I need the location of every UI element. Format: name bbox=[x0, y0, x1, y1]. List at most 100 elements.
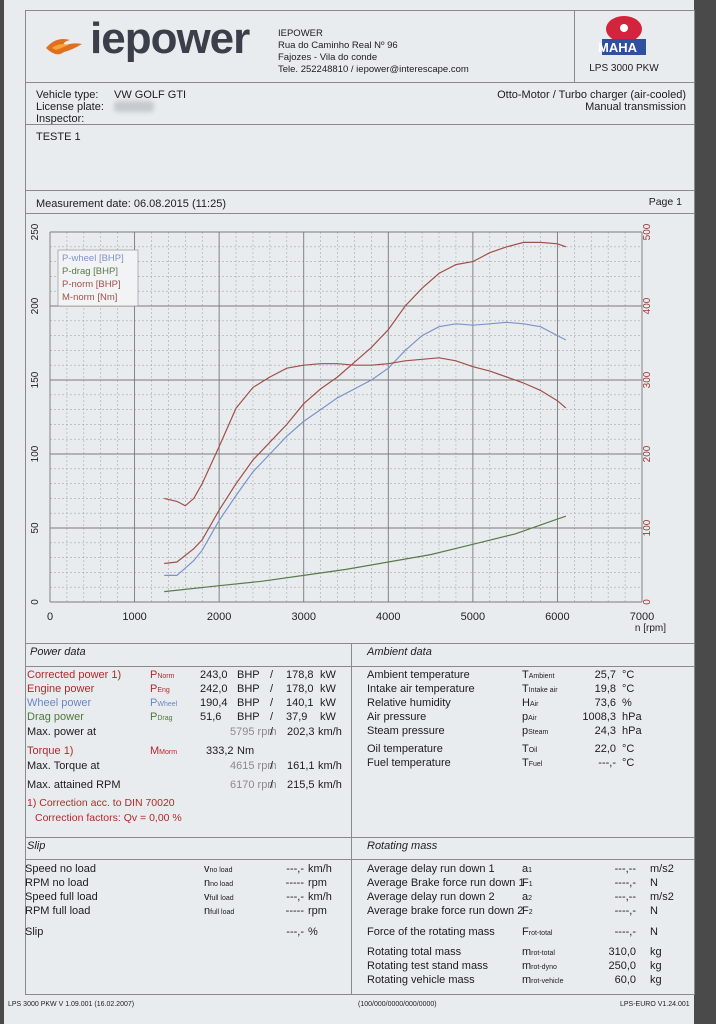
ambient-row-label: Intake air temperature bbox=[367, 683, 475, 695]
symbol: HAir bbox=[522, 697, 539, 709]
symbol-letter: P bbox=[150, 683, 158, 695]
rotating-unit: kg bbox=[650, 974, 662, 986]
torque-label: Torque 1) bbox=[27, 745, 74, 757]
max-rpm: 6170 rpm bbox=[230, 779, 277, 791]
symbol: vfull load bbox=[204, 891, 234, 903]
rotating-value: ---,-- bbox=[614, 863, 636, 875]
symbol: PDrag bbox=[150, 711, 173, 723]
power-value-kw: 178,8 bbox=[286, 669, 314, 681]
slip-unit: % bbox=[308, 926, 318, 938]
report-frame bbox=[25, 10, 695, 995]
symbol-subscript: Norm bbox=[157, 673, 175, 680]
company-street: Rua do Caminho Real Nº 96 bbox=[278, 40, 398, 51]
x-tick-label: 0 bbox=[47, 611, 53, 623]
rotating-value: 60,0 bbox=[614, 974, 636, 986]
rotating-unit: m/s2 bbox=[650, 891, 674, 903]
symbol-subscript: rot-total bbox=[531, 950, 555, 957]
y-left-tick-label: 0 bbox=[30, 599, 41, 605]
max-rpm-speed: 215,5 bbox=[287, 779, 315, 791]
rotating-unit: m/s2 bbox=[650, 863, 674, 875]
vehicle-type-value: VW GOLF GTI bbox=[114, 89, 187, 101]
legend-entry: M-norm [Nm] bbox=[62, 292, 117, 303]
license-plate-blurred bbox=[114, 101, 154, 112]
rotating-row-label: Average brake force run down 2 bbox=[367, 905, 524, 917]
symbol-letter: a bbox=[522, 863, 529, 875]
transmission-type: Manual transmission bbox=[585, 101, 686, 113]
slash: / bbox=[270, 697, 274, 709]
company-name: IEPOWER bbox=[278, 28, 323, 39]
power-row-label: Wheel power bbox=[27, 697, 92, 709]
symbol-subscript: full load bbox=[210, 909, 235, 916]
power-unit-bhp: BHP bbox=[237, 683, 260, 695]
symbol-subscript: Air bbox=[529, 701, 539, 708]
power-unit-kw: kW bbox=[320, 697, 336, 709]
y-left-tick-label: 150 bbox=[30, 371, 41, 388]
symbol-subscript: Eng bbox=[157, 687, 170, 694]
ambient-value: 73,6 bbox=[594, 697, 616, 709]
rotating-unit: N bbox=[650, 905, 658, 917]
symbol-letter: p bbox=[522, 711, 529, 723]
rotating-row-label: Rotating vehicle mass bbox=[367, 974, 475, 986]
company-city: Fajozes - Vila do conde bbox=[278, 52, 378, 63]
ambient-value: 24,3 bbox=[594, 725, 616, 737]
power-row-label: Corrected power 1) bbox=[27, 669, 122, 681]
company-address: IEPOWER Rua do Caminho Real Nº 96 Fajoze… bbox=[278, 28, 469, 76]
symbol: nfull load bbox=[204, 905, 234, 917]
symbol-subscript: full load bbox=[209, 895, 234, 902]
symbol-letter: m bbox=[522, 974, 532, 986]
ambient-row-label: Relative humidity bbox=[367, 697, 451, 709]
symbol: TOil bbox=[522, 743, 537, 755]
power-value-bhp: 190,4 bbox=[200, 697, 228, 709]
divider bbox=[25, 213, 695, 214]
ambient-value: 1008,3 bbox=[582, 711, 616, 723]
divider bbox=[25, 837, 695, 838]
rotating-value: ----,- bbox=[614, 905, 636, 917]
y-left-tick-label: 50 bbox=[30, 522, 41, 534]
rpm-unit: rpm bbox=[257, 760, 277, 772]
symbol-letter: H bbox=[522, 697, 530, 709]
symbol: mrot-total bbox=[522, 946, 555, 958]
divider bbox=[25, 859, 695, 860]
slip-row-label: RPM full load bbox=[25, 905, 91, 917]
torque-unit: Nm bbox=[237, 745, 255, 757]
ambient-row-label: Fuel temperature bbox=[367, 757, 451, 769]
legend-box bbox=[57, 249, 139, 307]
power-row-label: Drag power bbox=[27, 711, 84, 723]
rotating-mass-title: Rotating mass bbox=[367, 840, 438, 852]
symbol: mrot-dyno bbox=[522, 960, 557, 972]
speed-unit: km/h bbox=[318, 760, 342, 772]
torque-symbol: MMorm bbox=[150, 745, 177, 757]
symbol-subscript: Air bbox=[528, 715, 537, 722]
legend-entry: P-norm [BHP] bbox=[62, 279, 121, 290]
max-power-label: Max. power at bbox=[27, 726, 97, 738]
symbol: F1 bbox=[522, 877, 533, 889]
y-right-tick-label: 0 bbox=[642, 599, 653, 605]
max-rpm-label: Max. attained RPM bbox=[27, 779, 121, 791]
symbol-letter: F bbox=[522, 905, 529, 917]
maha-logo: MAHA LPS 3000 PKW bbox=[580, 13, 668, 81]
slash: / bbox=[270, 779, 274, 791]
slip-row-label: RPM no load bbox=[25, 877, 89, 889]
slash: / bbox=[270, 711, 274, 723]
symbol: Frot-total bbox=[522, 926, 552, 938]
rotating-row-label: Rotating test stand mass bbox=[367, 960, 489, 972]
y-left-tick-label: 200 bbox=[30, 297, 41, 314]
x-tick-label: 3000 bbox=[291, 611, 315, 623]
symbol-letter: T bbox=[522, 683, 529, 695]
maha-emblem-icon bbox=[602, 16, 646, 55]
symbol: a2 bbox=[522, 891, 532, 903]
symbol-letter: P bbox=[150, 669, 158, 681]
symbol-letter: F bbox=[522, 926, 529, 938]
max-rpm-value: 6170 bbox=[230, 779, 255, 791]
power-unit-kw: kW bbox=[320, 683, 336, 695]
torque-value: 333,2 bbox=[206, 745, 234, 757]
x-tick-label: 2000 bbox=[207, 611, 231, 623]
power-row-label: Engine power bbox=[27, 683, 95, 695]
power-value-bhp: 242,0 bbox=[200, 683, 228, 695]
symbol-subscript: Fuel bbox=[528, 761, 543, 768]
symbol: PWheel bbox=[150, 697, 177, 709]
symbol-letter: P bbox=[150, 711, 158, 723]
symbol: pSteam bbox=[522, 725, 548, 737]
rotating-unit: N bbox=[650, 926, 658, 938]
symbol: TAmbient bbox=[522, 669, 554, 681]
